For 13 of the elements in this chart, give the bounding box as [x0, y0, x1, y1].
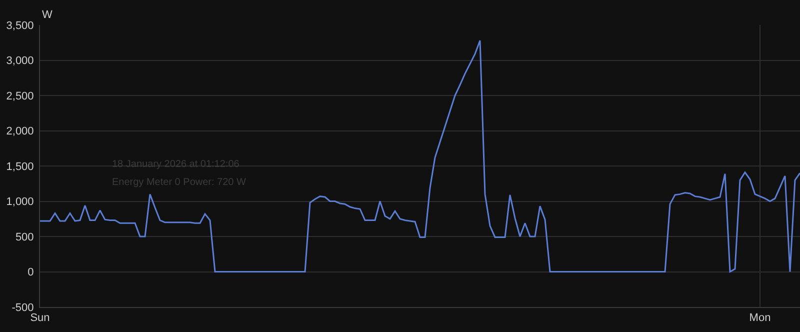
y-tick-label: 3,000 [6, 55, 34, 68]
x-tick-label: Mon [749, 312, 771, 324]
y-tick-label: 1,000 [6, 196, 34, 208]
y-tick-label: 2,000 [6, 126, 34, 138]
y-tick-label: -500 [12, 302, 34, 314]
y-tick-label: 2,500 [6, 90, 34, 102]
line-series [40, 40, 800, 272]
x-tick-label: Sun [30, 312, 50, 324]
y-tick-label: 1,500 [6, 160, 34, 173]
y-axis-title: W [42, 9, 53, 21]
y-tick-label: 3,500 [6, 20, 34, 32]
y-tick-label: 0 [28, 266, 34, 279]
y-tick-label: 500 [15, 231, 34, 244]
